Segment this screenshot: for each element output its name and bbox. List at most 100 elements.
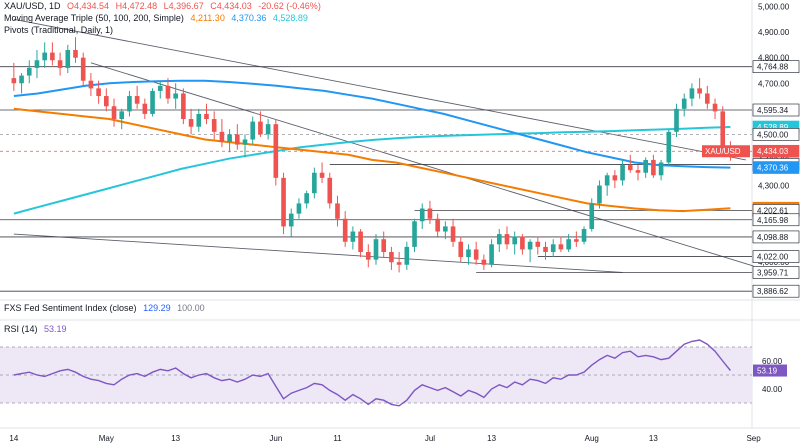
price-level-label: 4,595.34 (757, 106, 789, 115)
price-level-tag (752, 60, 800, 73)
candle-body (520, 236, 525, 250)
candle-body (65, 50, 71, 68)
rsi-value-tag-label: 53.19 (757, 367, 778, 376)
candle-body (466, 249, 471, 258)
candle-body (674, 108, 679, 132)
candle-body (227, 134, 232, 143)
price-level-label: 3,886.62 (757, 287, 789, 296)
candle-body (612, 175, 618, 181)
candle-body (296, 203, 302, 214)
candle-body (566, 239, 571, 250)
candle-body (666, 131, 672, 163)
price-level-tag (752, 128, 800, 141)
candle-body (443, 226, 448, 232)
price-level-tag (752, 144, 800, 158)
candle-body (365, 251, 371, 260)
candle-body (689, 88, 695, 99)
candle-body (681, 98, 687, 109)
candle-body (635, 170, 641, 173)
candle-body (181, 93, 186, 120)
rsi-line (13, 339, 731, 407)
x-tick-label: 11 (333, 434, 342, 443)
candle-body (697, 88, 702, 94)
price-level-tag (752, 161, 800, 174)
x-tick-label: 13 (487, 434, 496, 443)
candle-body (720, 111, 726, 146)
candle-body (211, 119, 217, 132)
sentiment-value-1: 129.29 (143, 303, 171, 313)
price-level-label: 3,959.71 (757, 269, 789, 278)
candle-body (319, 172, 325, 178)
candle-body (312, 172, 317, 194)
symbol-price-tag-label: XAU/USD (705, 147, 741, 156)
candle-body (535, 241, 541, 247)
candle-body (165, 85, 171, 99)
price-level-label: 4,202.61 (757, 206, 789, 215)
sma200-line (13, 126, 731, 215)
candle-body (11, 78, 17, 84)
candle-body (119, 111, 125, 120)
candle-body (19, 75, 24, 84)
candle-body (142, 103, 148, 114)
candle-body (134, 96, 140, 104)
candle-body (450, 226, 456, 242)
candle-body (219, 131, 225, 143)
candle-body (481, 259, 487, 265)
candle-body (250, 121, 256, 140)
rsi-y-tick-label: 40.00 (762, 385, 783, 394)
candle-body (419, 208, 425, 222)
candle-body (358, 231, 363, 252)
candle-body (104, 96, 109, 107)
sentiment-legend: FXS Fed Sentiment Index (close) 129.29 1… (4, 303, 205, 314)
candle-body (26, 67, 32, 76)
candle-body (342, 218, 348, 242)
close-value: C4,434.03 (210, 1, 252, 11)
candle-body (512, 236, 518, 245)
price-level-tag (752, 230, 800, 244)
candle-body (705, 93, 710, 104)
candle-body (496, 234, 502, 245)
y-tick-label: 4,300.00 (758, 182, 790, 191)
candle-body (627, 165, 633, 171)
y-tick-label: 4,900.00 (758, 28, 790, 37)
symbol-legend: XAU/USD, 1D O4,434.54 H4,472.48 L4,396.6… (4, 1, 321, 12)
change-value: -20.62 (-0.46%) (258, 1, 321, 11)
open-value: O4,434.54 (67, 1, 110, 11)
rsi-label: RSI (14) (4, 324, 38, 334)
candle-body (96, 88, 101, 97)
y-tick-label: 4,700.00 (758, 79, 790, 88)
candle-body (42, 52, 47, 61)
candle-body (404, 246, 410, 265)
candle-body (589, 203, 595, 229)
ma-label: Moving Average Triple (50, 100, 200, Sim… (4, 13, 184, 23)
candle-body (157, 85, 163, 91)
pivots-label: Pivots (Traditional, Daily, 1) (4, 25, 114, 35)
candle-body (273, 124, 279, 178)
ma-legend: Moving Average Triple (50, 100, 200, Sim… (4, 13, 308, 24)
sentiment-label: FXS Fed Sentiment Index (close) (4, 303, 137, 313)
candle-body (188, 119, 194, 127)
candle-body (651, 159, 656, 176)
candle-body (127, 96, 132, 112)
x-tick-label: Sep (746, 434, 761, 443)
low-value: L4,396.67 (163, 1, 204, 11)
candle-body (581, 228, 587, 242)
candle-body (150, 90, 155, 114)
candle-body (396, 262, 402, 265)
candle-body (527, 241, 533, 250)
candle-body (204, 113, 209, 120)
x-tick-label: Jul (425, 434, 435, 443)
pivots-legend: Pivots (Traditional, Daily, 1) (4, 25, 113, 36)
candle-body (50, 52, 55, 61)
candle-body (550, 244, 556, 252)
candle-body (281, 177, 286, 227)
trendline (13, 18, 746, 161)
rsi-band (0, 347, 752, 403)
candle-body (234, 134, 240, 145)
high-value: H4,472.48 (115, 1, 158, 11)
candle-body (643, 159, 648, 173)
candle-body (504, 234, 510, 245)
candle-body (350, 231, 356, 242)
candle-body (381, 239, 387, 252)
